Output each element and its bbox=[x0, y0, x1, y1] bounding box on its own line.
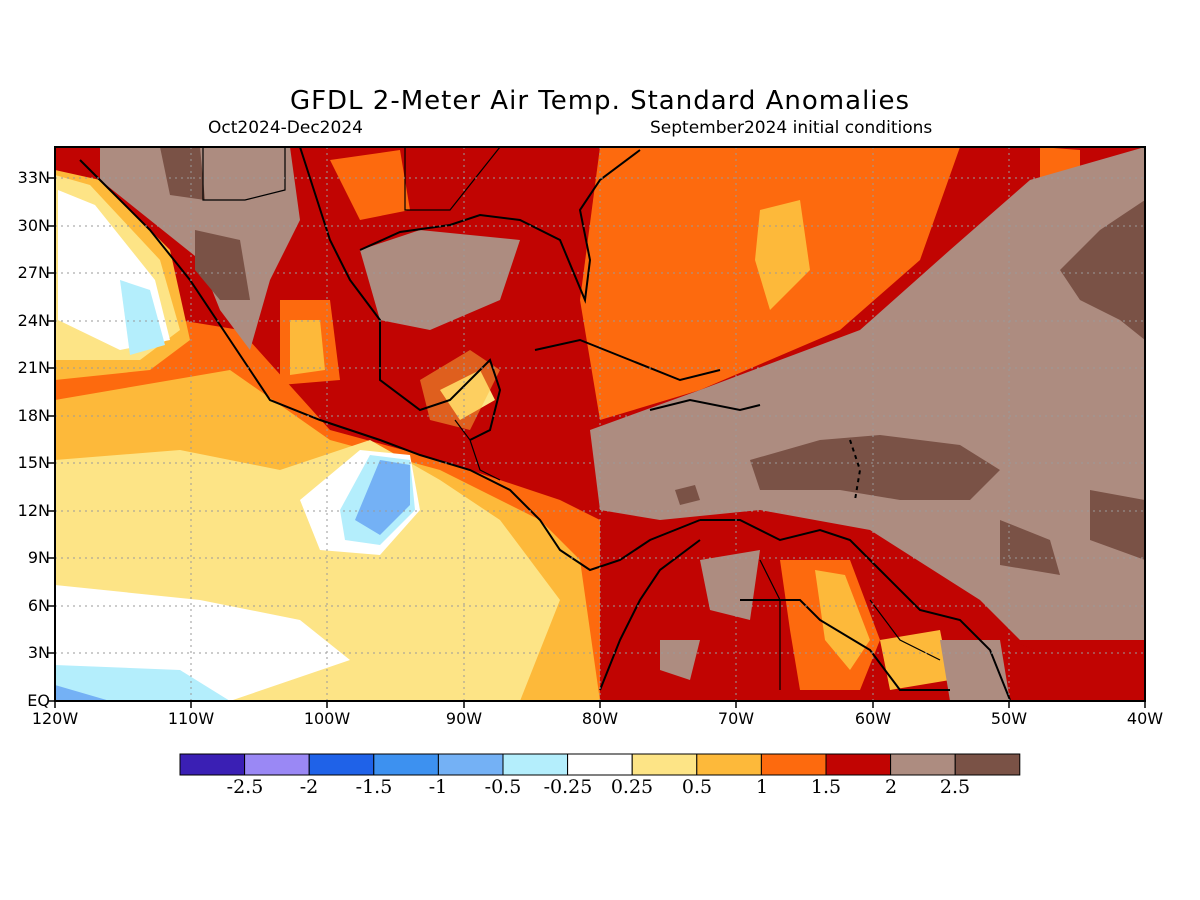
lon-label: 60W bbox=[854, 709, 892, 728]
colorbar-label: 2.5 bbox=[939, 776, 971, 798]
colorbar-swatch bbox=[179, 753, 246, 776]
colorbar-swatch bbox=[502, 753, 569, 776]
lat-label: 24N bbox=[17, 311, 50, 330]
colorbar-swatch bbox=[760, 753, 827, 776]
lat-label: 27N bbox=[17, 263, 50, 282]
colorbar-swatch bbox=[825, 753, 892, 776]
lat-label: 21N bbox=[17, 358, 50, 377]
colorbar-swatch bbox=[373, 753, 439, 776]
lat-label: 33N bbox=[17, 168, 50, 187]
initial-conditions: September2024 initial conditions bbox=[650, 118, 933, 138]
axis-ticks bbox=[48, 177, 1146, 708]
coastlines bbox=[79, 147, 1011, 701]
colorbar-label: -1.5 bbox=[355, 776, 393, 798]
colorbar-swatch bbox=[631, 753, 698, 776]
forecast-period: Oct2024-Dec2024 bbox=[208, 118, 363, 138]
colorbar-swatch bbox=[696, 753, 762, 776]
lon-label: 70W bbox=[717, 709, 755, 728]
lat-label: 18N bbox=[17, 406, 50, 425]
colorbar-label: 0.5 bbox=[681, 776, 713, 798]
colorbar-swatch bbox=[567, 753, 633, 776]
lon-label: 100W bbox=[303, 709, 351, 728]
lat-label: 12N bbox=[17, 501, 50, 520]
lat-label: EQ bbox=[27, 691, 50, 710]
colorbar-label: -2.5 bbox=[226, 776, 264, 798]
colorbar-swatch bbox=[954, 753, 1021, 776]
lat-label: 30N bbox=[17, 216, 50, 235]
colorbar-label: -0.25 bbox=[543, 776, 593, 798]
colorbar-label: -1 bbox=[428, 776, 448, 798]
lon-label: 80W bbox=[581, 709, 619, 728]
colorbar-label: 1.5 bbox=[810, 776, 842, 798]
colorbar-swatch bbox=[890, 753, 956, 776]
colorbar-label: 1 bbox=[755, 776, 769, 798]
lon-label: 50W bbox=[990, 709, 1028, 728]
lat-label: 3N bbox=[27, 643, 50, 662]
colorbar-label: 0.25 bbox=[610, 776, 654, 798]
colorbar-swatch bbox=[244, 753, 310, 776]
colorbar-label: -2 bbox=[299, 776, 319, 798]
lon-label: 120W bbox=[31, 709, 79, 728]
lon-label: 40W bbox=[1126, 709, 1164, 728]
gridlines bbox=[55, 147, 1145, 701]
colorbar-swatch bbox=[437, 753, 504, 776]
lat-label: 9N bbox=[27, 548, 50, 567]
lon-label: 90W bbox=[445, 709, 483, 728]
colorbar bbox=[179, 753, 1021, 776]
lat-label: 6N bbox=[27, 596, 50, 615]
lon-label: 110W bbox=[167, 709, 215, 728]
colorbar-swatch bbox=[308, 753, 375, 776]
colorbar-label: -0.5 bbox=[484, 776, 522, 798]
lat-label: 15N bbox=[17, 453, 50, 472]
map-title: GFDL 2-Meter Air Temp. Standard Anomalie… bbox=[289, 86, 911, 116]
colorbar-label: 2 bbox=[884, 776, 898, 798]
